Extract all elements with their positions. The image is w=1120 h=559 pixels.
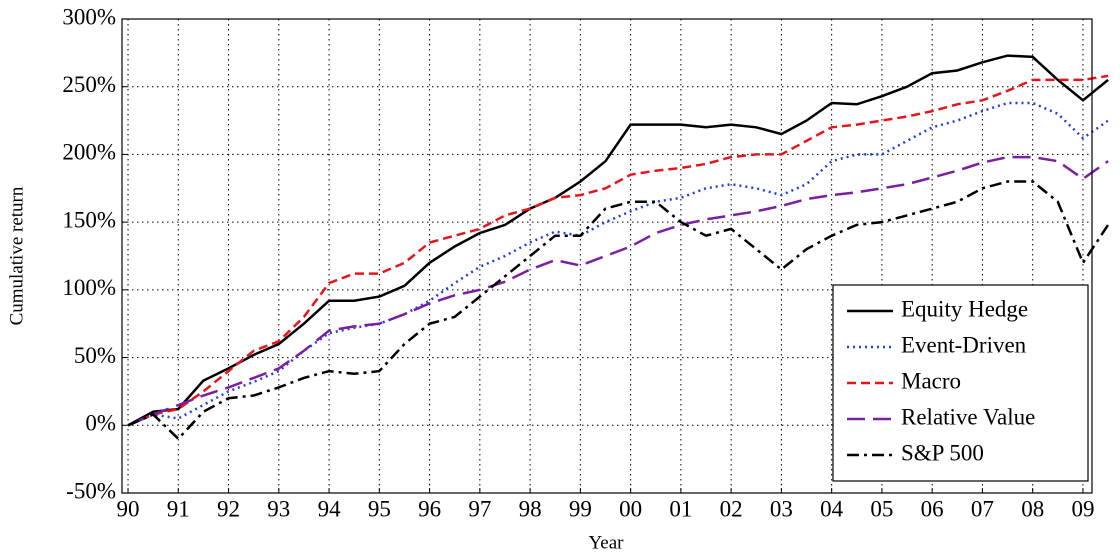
legend: Equity Hedge Event-Driven Macro Relative Va… — [832, 284, 1089, 482]
y-tick-label: 300% — [62, 4, 116, 29]
x-tick-label: 07 — [971, 496, 994, 521]
x-axis-label: Year — [588, 532, 624, 553]
x-tick-label: 03 — [770, 496, 793, 521]
x-tick-label: 02 — [720, 496, 743, 521]
x-tick-label: 96 — [418, 496, 441, 521]
x-tick-label: 90 — [117, 496, 140, 521]
y-tick-label: 0% — [85, 411, 116, 436]
x-tick-label: 95 — [368, 496, 391, 521]
y-tick-label: 250% — [62, 72, 116, 97]
x-tick-label: 04 — [820, 496, 844, 521]
plot-frame — [121, 18, 1093, 494]
series-line — [127, 101, 1109, 427]
y-tick-label: 100% — [62, 275, 116, 300]
x-tick-label: 05 — [870, 496, 893, 521]
x-tick-label: 08 — [1021, 496, 1044, 521]
x-tick-label: 99 — [569, 496, 592, 521]
x-tick-label: 94 — [318, 496, 342, 521]
y-tick-label: 150% — [62, 207, 116, 232]
series-line — [127, 74, 1109, 427]
x-tick-label: 01 — [669, 496, 692, 521]
x-tick-label: 92 — [217, 496, 240, 521]
x-tick-label: 98 — [519, 496, 542, 521]
y-tick-label: -50% — [66, 478, 116, 503]
series-line — [127, 54, 1109, 427]
x-tick-label: 09 — [1071, 496, 1094, 521]
y-tick-label: 50% — [74, 343, 116, 368]
series-line — [127, 180, 1110, 441]
legend-label: Macro — [901, 368, 961, 393]
x-tick-label: 06 — [921, 496, 944, 521]
legend-label: Event-Driven — [901, 332, 1027, 357]
y-tick-label: 200% — [62, 140, 116, 165]
x-tick-label: 97 — [468, 496, 491, 521]
legend-label: Relative Value — [901, 404, 1035, 429]
legend-label: Equity Hedge — [901, 296, 1028, 321]
x-tick-label: 00 — [619, 496, 642, 521]
x-tick-label: 93 — [267, 496, 290, 521]
legend-label: S&P 500 — [901, 440, 984, 465]
series-line — [127, 155, 1109, 427]
y-axis-label: Cumulative return — [6, 186, 27, 325]
x-tick-label: 91 — [167, 496, 190, 521]
